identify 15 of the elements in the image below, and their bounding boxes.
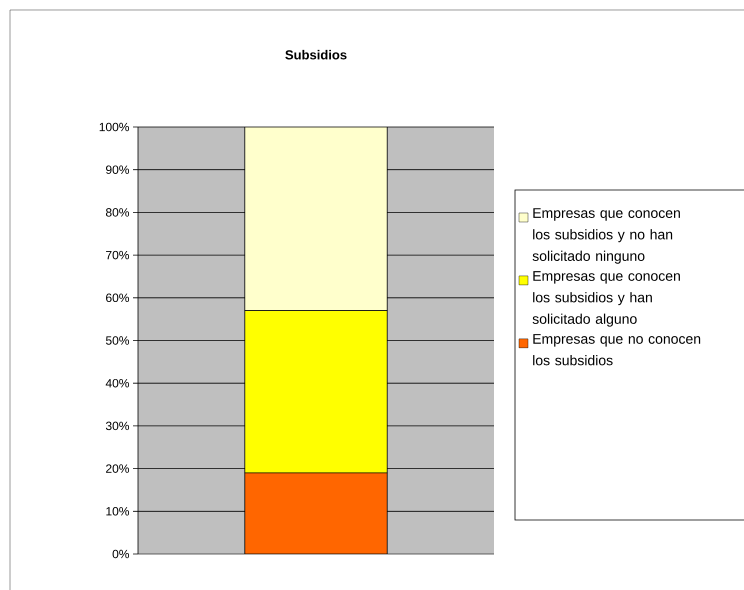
y-tick-label: 20%	[106, 464, 130, 473]
y-tick-label: 30%	[106, 422, 130, 430]
y-tick-label: 50%	[106, 336, 130, 345]
legend-label: Empresas que no conocen los subsidios	[533, 334, 700, 366]
chart-title: Subsidios	[285, 50, 347, 60]
y-tick-label: 0%	[112, 550, 130, 558]
y-tick-label: 70%	[106, 250, 130, 260]
y-tick-label: 60%	[106, 294, 130, 302]
y-tick-label: 10%	[106, 507, 130, 516]
y-tick-label: 40%	[106, 378, 130, 388]
y-tick-label: 90%	[106, 165, 130, 174]
y-tick-label: 100%	[100, 122, 130, 132]
legend-label: Empresas que conocen los subsidios y no han solicitado ninguno	[532, 208, 680, 264]
legend-label: Empresas que conocen los subsidios y han solicitado alguno	[532, 271, 680, 327]
y-tick-label: 80%	[106, 208, 130, 217]
